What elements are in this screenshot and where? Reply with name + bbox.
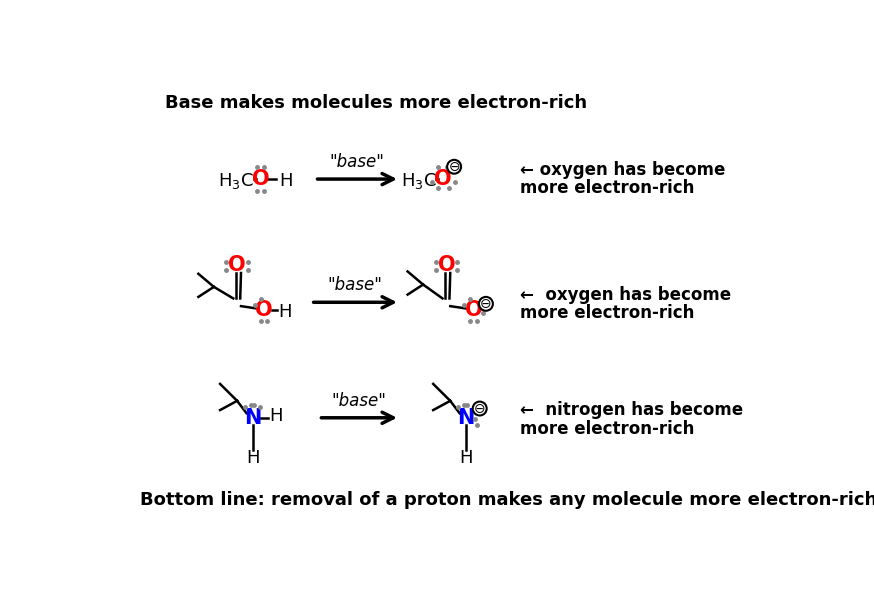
Text: H: H [278,302,292,321]
Text: "base": "base" [331,392,386,410]
Text: O: O [434,169,451,189]
Text: ←  nitrogen has become: ← nitrogen has become [520,401,743,419]
Circle shape [447,160,461,173]
Text: O: O [255,300,273,320]
Text: H: H [279,172,293,189]
Circle shape [479,297,493,311]
Text: more electron-rich: more electron-rich [520,419,694,438]
Text: more electron-rich: more electron-rich [520,304,694,322]
Text: "base": "base" [328,276,382,295]
Text: O: O [438,255,455,276]
Text: O: O [228,255,246,276]
Text: H: H [246,449,260,467]
Text: "base": "base" [329,153,385,171]
Text: Bottom line: removal of a proton makes any molecule more electron-rich: Bottom line: removal of a proton makes a… [140,491,874,508]
Text: H: H [270,407,283,425]
Text: H: H [459,449,473,467]
Text: $\mathregular{H_3C}$: $\mathregular{H_3C}$ [218,170,254,191]
Circle shape [473,402,487,415]
Text: ← oxygen has become: ← oxygen has become [520,161,725,179]
Text: ⊖: ⊖ [474,402,486,416]
Text: O: O [465,300,482,320]
Text: $\mathregular{H_3C}$: $\mathregular{H_3C}$ [400,170,436,191]
Text: more electron-rich: more electron-rich [520,179,694,197]
Text: ⊖: ⊖ [480,297,492,311]
Text: ⊖: ⊖ [448,160,460,174]
Text: Base makes molecules more electron-rich: Base makes molecules more electron-rich [165,94,587,112]
Text: ←  oxygen has become: ← oxygen has become [520,286,732,304]
Text: N: N [457,407,475,428]
Text: O: O [252,169,269,189]
Text: N: N [244,407,261,428]
